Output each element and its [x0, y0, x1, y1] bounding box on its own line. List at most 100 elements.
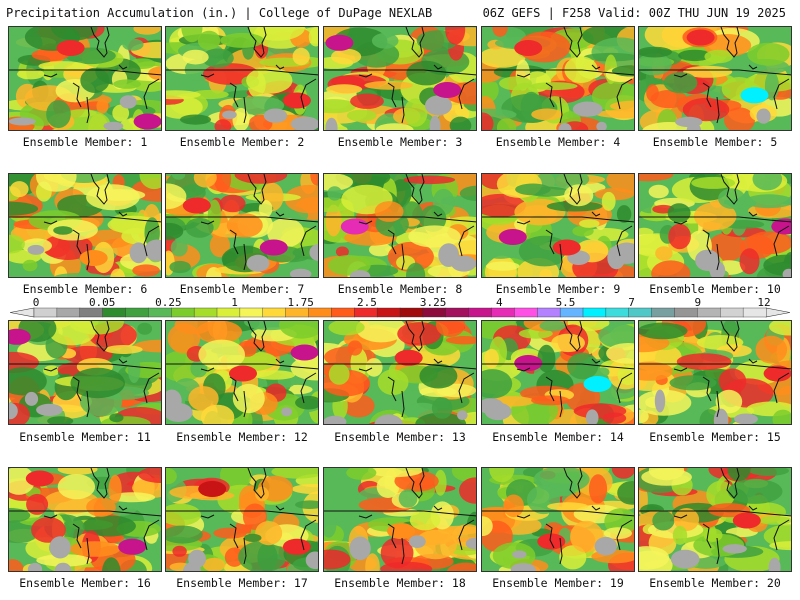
precip-cell — [672, 525, 688, 545]
precip-cell — [715, 389, 743, 414]
precip-cell — [539, 321, 567, 332]
colorbar-swatch — [216, 307, 241, 318]
coastline — [43, 27, 160, 124]
border-line — [166, 510, 318, 517]
precip-cell — [651, 260, 691, 277]
precip-cell — [166, 503, 201, 526]
precip-cell — [482, 242, 519, 259]
precip-cell — [188, 386, 219, 411]
colorbar-swatch — [537, 307, 561, 318]
colorbar-tick-label: 0.25 — [155, 296, 182, 309]
precip-cell — [238, 540, 287, 571]
precip-cell — [38, 61, 88, 72]
colorbar-tick-label: 3.25 — [419, 296, 447, 309]
precip-cell — [596, 367, 610, 377]
precip-map-8 — [324, 174, 476, 277]
border-line — [166, 216, 318, 223]
low-precip-cell — [305, 551, 318, 570]
member-caption-4: Ensemble Member: 4 — [495, 135, 621, 149]
colorbar-swatch — [33, 307, 58, 318]
precip-cell — [193, 174, 217, 188]
member-caption-5: Ensemble Member: 5 — [652, 135, 778, 149]
precip-cell — [279, 321, 318, 339]
precip-cell — [127, 355, 141, 383]
precip-cell — [255, 521, 283, 546]
precip-cell — [414, 476, 435, 489]
border-line — [482, 216, 634, 223]
border-line — [166, 363, 318, 370]
low-precip-cell — [512, 550, 527, 559]
border-line — [324, 510, 476, 517]
colorbar-swatch — [125, 307, 149, 318]
precip-cell — [324, 99, 357, 114]
precip-cell — [752, 174, 783, 191]
colorbar-tick-label: 4 — [495, 296, 503, 309]
precip-cell — [346, 468, 377, 480]
low-precip-cell — [408, 535, 426, 548]
precip-cell — [703, 528, 723, 542]
precip-cell — [368, 243, 392, 257]
precip-cell — [202, 557, 226, 571]
precip-cell — [547, 502, 589, 511]
precip-cell — [531, 395, 570, 406]
low-precip-cell — [290, 116, 318, 130]
precip-map-2 — [166, 27, 318, 130]
precip-cell — [9, 559, 25, 571]
precip-cell — [678, 49, 712, 62]
ensemble-panel-15 — [638, 320, 792, 425]
precip-cell — [198, 339, 245, 370]
low-precip-cell — [222, 110, 237, 120]
heavy-precip-cell — [498, 229, 527, 245]
precip-cell — [310, 174, 318, 186]
precip-cell — [180, 184, 206, 202]
precip-cell — [503, 494, 524, 518]
precip-cell — [606, 174, 634, 193]
precip-cell — [746, 231, 791, 255]
member-caption-20: Ensemble Member: 20 — [649, 576, 781, 590]
coastline — [673, 174, 790, 271]
coastline — [516, 468, 633, 565]
precip-cell — [559, 545, 587, 570]
colorbar-swatch — [102, 307, 127, 318]
precip-cell — [435, 321, 466, 337]
precip-cell — [324, 174, 353, 191]
low-precip-cell — [24, 391, 39, 406]
precip-cell — [196, 321, 243, 344]
ensemble-panel-9 — [481, 173, 635, 278]
precip-cell — [398, 489, 418, 508]
low-precip-cell — [756, 108, 771, 124]
precip-cell — [464, 346, 476, 364]
border-line — [166, 69, 318, 76]
precip-cell — [724, 107, 755, 130]
precip-cell — [197, 30, 221, 50]
precip-cell — [406, 262, 426, 277]
precip-map-4 — [482, 27, 634, 130]
border-line — [9, 216, 161, 223]
colorbar-swatch — [171, 307, 195, 318]
coastline — [200, 174, 317, 271]
coastline — [358, 468, 475, 565]
precip-cell — [616, 205, 632, 223]
precip-cell — [133, 27, 161, 35]
precip-map-15 — [639, 321, 791, 424]
low-precip-cell — [558, 123, 572, 130]
precip-cell — [529, 82, 578, 91]
precip-cell — [292, 47, 310, 66]
colorbar-tick-label: 1.75 — [287, 296, 314, 309]
precip-cell — [406, 60, 447, 86]
heavy-precip-cell — [394, 349, 423, 366]
low-precip-cell — [465, 537, 476, 550]
low-precip-cell — [129, 242, 148, 264]
low-precip-cell — [27, 244, 45, 255]
low-precip-cell — [594, 536, 617, 556]
precip-cell — [170, 239, 188, 257]
border-line — [324, 216, 476, 223]
precip-map-19 — [482, 468, 634, 571]
precip-cell — [46, 100, 71, 129]
colorbar-tick-label: 1 — [231, 296, 238, 309]
precip-cell — [9, 234, 25, 254]
heavy-precip-cell — [198, 481, 227, 497]
precip-cell — [704, 49, 733, 64]
precip-cell — [431, 397, 453, 419]
precip-cell — [583, 228, 629, 242]
